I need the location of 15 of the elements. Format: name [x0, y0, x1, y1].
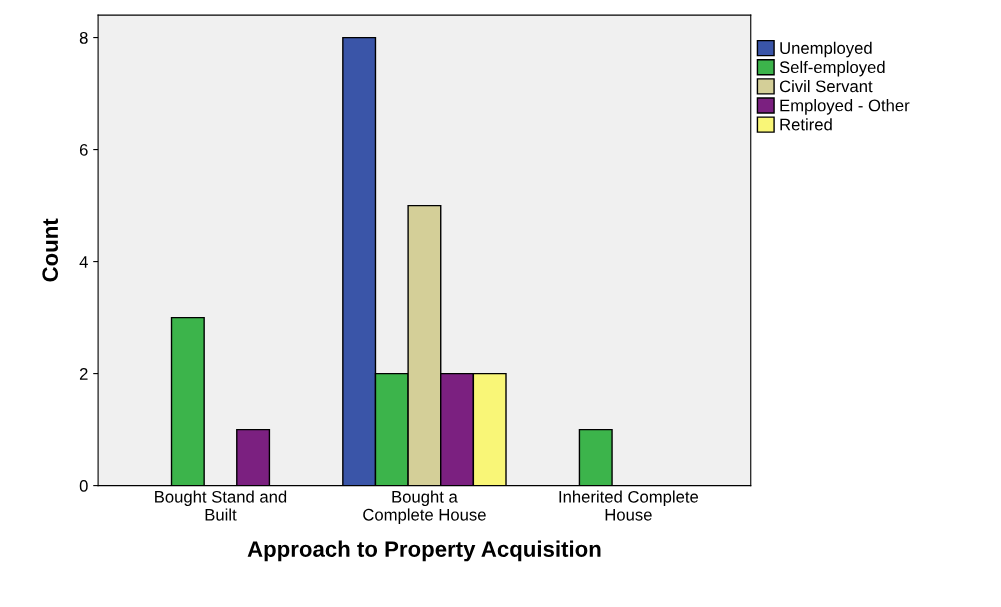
legend-label: Unemployed: [780, 41, 872, 58]
legend-label: Employed - Other: [780, 99, 910, 115]
y-tick-label: 4: [79, 256, 88, 268]
x-tick-label: Inherited Complete House: [559, 490, 699, 521]
y-tick-label: 6: [79, 143, 88, 156]
x-tick-label: Bought Stand and Built: [155, 490, 287, 521]
x-tick-label: Bought a Complete House: [363, 490, 486, 524]
y-tick-label: 2: [79, 368, 88, 380]
y-tick-label: 0: [79, 480, 88, 492]
y-axis-title: Count: [42, 218, 59, 282]
legend-label: Civil Servant: [779, 80, 873, 93]
legend-label: Self-employed: [779, 60, 885, 77]
legend-label: Retired: [780, 118, 832, 131]
y-tick-label: 8: [79, 31, 88, 44]
x-axis-title: Approach to Property Acquisition: [247, 540, 601, 562]
